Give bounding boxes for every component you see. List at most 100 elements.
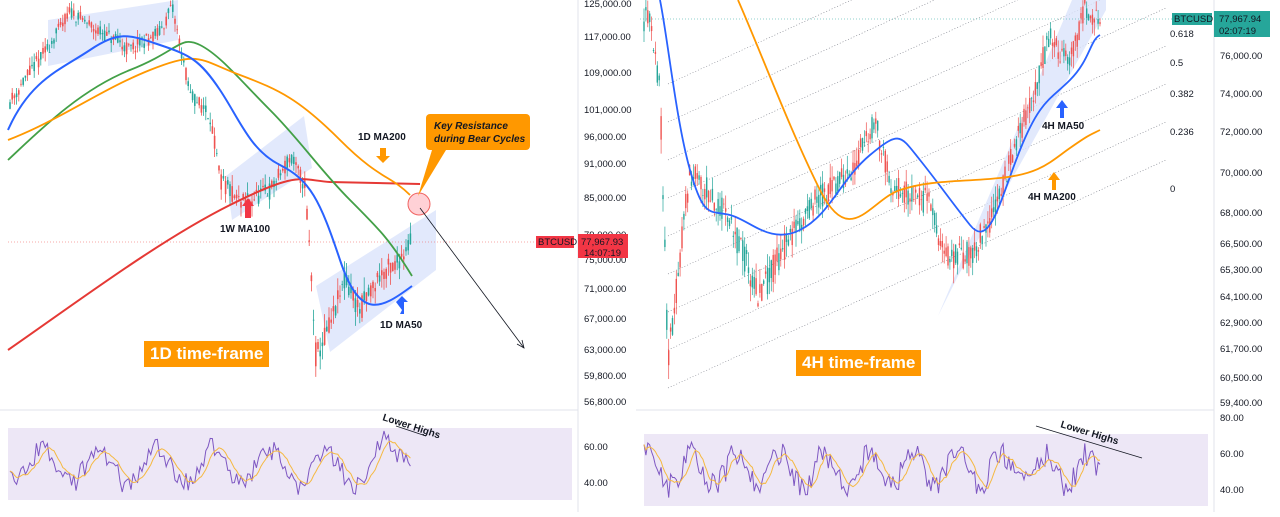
right-candle-body <box>742 240 744 261</box>
right-candle-body <box>783 232 786 260</box>
right-candle-body <box>1002 175 1004 195</box>
left-candle-body <box>361 295 363 318</box>
left-candle-body <box>339 295 341 297</box>
left-candle-body <box>196 102 198 104</box>
right-candle-body <box>707 190 710 203</box>
right-fib-label: 0.382 <box>1170 89 1194 100</box>
left-candle-body <box>121 46 123 50</box>
right-candle-body <box>1036 82 1038 89</box>
left-candle-body <box>92 28 95 32</box>
right-candle-body <box>886 161 888 172</box>
left-candle-body <box>337 290 339 300</box>
right-candle-body <box>751 275 753 288</box>
right-candle-body <box>1034 82 1037 95</box>
right-candle-body <box>937 238 940 246</box>
left-y-tick-label: 56,800.00 <box>584 397 626 408</box>
right-candle-body <box>934 212 936 226</box>
right-candle-body <box>884 150 886 173</box>
left-candle-body <box>389 262 392 273</box>
right-rsi-tick-60: 60.00 <box>1220 449 1244 460</box>
left-rsi-tick-60: 60.00 <box>584 442 608 453</box>
right-candle-body <box>888 175 890 183</box>
right-candle-body <box>645 7 647 11</box>
left-candle-body <box>224 180 227 195</box>
left-candle-body <box>268 183 271 200</box>
left-y-tick-label: 63,000.00 <box>584 345 626 356</box>
right-candle-body <box>789 228 791 233</box>
right-candle-body <box>763 280 765 284</box>
right-candle-body <box>1095 9 1097 11</box>
left-candle-body <box>57 23 60 27</box>
right-candle-body <box>842 174 845 189</box>
right-candle-body <box>882 147 885 148</box>
left-candle-body <box>403 256 405 260</box>
left-candle-body <box>273 180 275 188</box>
left-y-tick-label: 67,000.00 <box>584 314 626 325</box>
right-candle-body <box>721 197 723 219</box>
left-candle-body <box>392 263 394 272</box>
right-candle-body <box>696 173 698 179</box>
right-candle-body <box>749 280 752 287</box>
left-candle-body <box>37 58 40 68</box>
right-candle-body <box>1057 52 1059 59</box>
right-candle-body <box>894 186 896 191</box>
left-symbol-text: BTCUSD <box>538 237 577 248</box>
right-candle-body <box>755 278 757 295</box>
right-candle-body <box>1055 38 1057 46</box>
left-candle-body <box>350 286 352 294</box>
left-candle-body <box>312 319 315 321</box>
left-candle-body <box>323 327 326 345</box>
left-candle-body <box>405 247 407 252</box>
left-candle-body <box>81 17 84 20</box>
right-candle-body <box>673 307 676 314</box>
right-candle-body <box>799 218 801 230</box>
right-candle-body <box>1053 42 1056 48</box>
left-candle-body <box>407 240 409 251</box>
right-candle-body <box>675 278 677 304</box>
right-candle-body <box>1074 35 1076 41</box>
right-candle-body <box>706 177 708 198</box>
right-candle-body <box>774 254 776 275</box>
right-candle-body <box>713 202 715 211</box>
right-candle-body <box>1015 139 1018 151</box>
right-candle-body <box>1051 42 1054 46</box>
left-candle-body <box>317 342 319 349</box>
right-candle-body <box>679 252 681 268</box>
right-candle-body <box>1032 100 1035 103</box>
left-candle-body <box>290 154 293 164</box>
right-candle-body <box>1004 166 1006 180</box>
left-candle-body <box>44 46 46 53</box>
left-candle-body <box>218 165 220 171</box>
left-candle-body <box>46 44 49 50</box>
right-candle-body <box>954 244 957 263</box>
right-candle-body <box>801 224 803 231</box>
left-candle-body <box>62 22 64 27</box>
left-arrow-1d-ma200 <box>376 148 390 163</box>
right-candle-body <box>1044 46 1046 65</box>
left-candle-body <box>73 10 75 16</box>
right-candle-body <box>1048 38 1050 48</box>
right-candle-body <box>719 206 721 216</box>
right-candle-body <box>943 250 945 254</box>
right-candle-body <box>1011 155 1014 163</box>
left-candle-body <box>176 29 178 31</box>
left-ma-1d-200 <box>7 57 411 196</box>
left-candle-body <box>185 68 187 81</box>
right-candle-body <box>698 175 700 180</box>
left-candle-body <box>143 43 145 48</box>
left-resistance-circle <box>407 192 431 216</box>
right-candle-body <box>964 259 966 262</box>
right-candle-body <box>875 118 877 124</box>
right-candle-body <box>827 184 829 202</box>
right-candle-body <box>981 236 983 244</box>
left-candle-body <box>387 258 390 265</box>
right-candle-body <box>677 272 679 276</box>
right-candle-body <box>1046 36 1048 40</box>
right-candle-body <box>662 195 664 200</box>
right-candle-body <box>823 188 826 192</box>
left-candle-body <box>227 180 229 185</box>
right-candle-body <box>666 309 668 330</box>
left-candle-body <box>101 33 104 35</box>
right-y-tick-label: 68,000.00 <box>1220 208 1262 219</box>
right-candle-body <box>658 75 660 81</box>
